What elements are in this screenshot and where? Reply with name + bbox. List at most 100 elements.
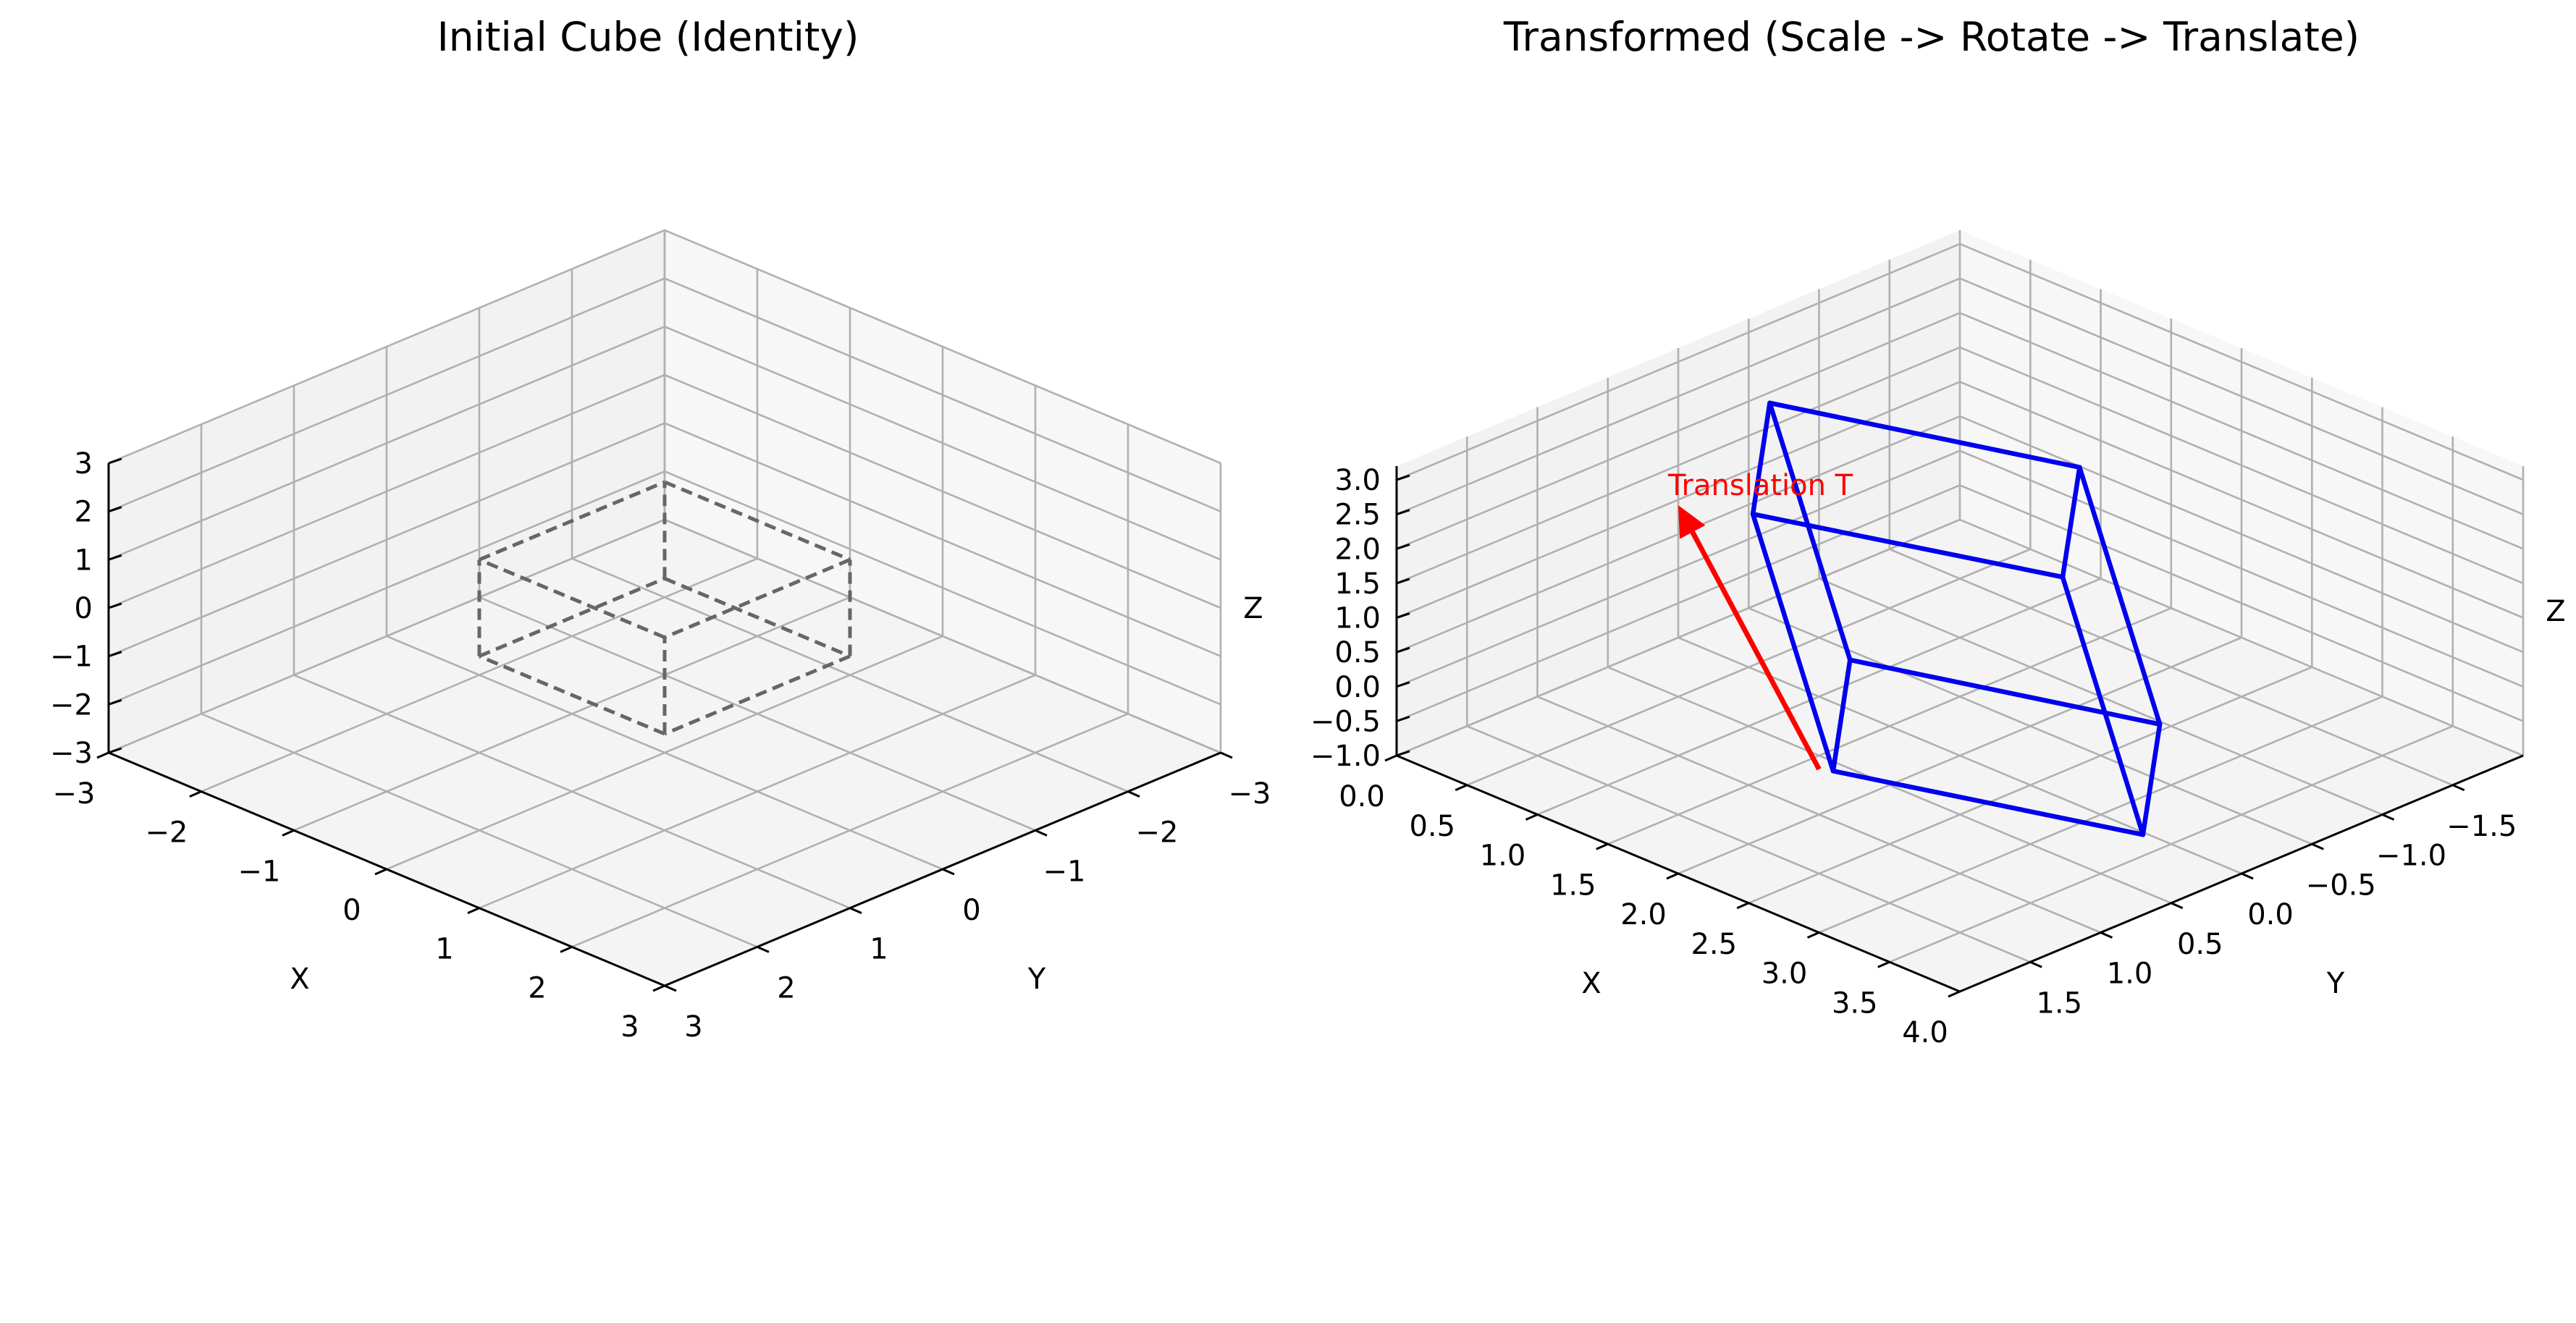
x-tick-mark <box>652 984 665 992</box>
x-tick-label: 1 <box>435 933 453 966</box>
z-tick-mark <box>108 698 122 706</box>
y-tick-mark <box>2029 960 2042 968</box>
x-tick-mark <box>1525 813 1539 821</box>
z-tick-mark <box>1396 543 1410 550</box>
y-axis-label: Y <box>1027 963 1046 996</box>
z-tick-label: 2 <box>75 496 93 529</box>
z-tick-mark <box>1396 474 1410 481</box>
cube-edge <box>1848 657 2163 727</box>
cube-edge <box>479 654 665 736</box>
z-tick-mark <box>1396 715 1410 722</box>
cube-wireframe <box>477 480 852 736</box>
translation-label: Translation T <box>1667 469 1853 502</box>
cube-edge <box>479 480 665 562</box>
cube-edge <box>1750 400 1772 517</box>
z-tick-label: 3.0 <box>1334 464 1381 497</box>
cube-edge <box>664 654 851 736</box>
z-gridline <box>1396 242 2524 481</box>
z-tick-mark <box>1396 750 1410 757</box>
x-tick-label: 4.0 <box>1902 1016 1948 1049</box>
y-tick-label: −3 <box>1229 777 1271 811</box>
z-tick-label: 2.5 <box>1334 499 1381 532</box>
y-tick-label: 0.5 <box>2177 928 2223 961</box>
cube-edge <box>479 558 665 639</box>
z-gridline <box>1396 346 2524 585</box>
z-gridline <box>1396 415 2524 654</box>
y-tick-label: 1 <box>870 933 888 966</box>
cube-edge <box>1750 512 1836 774</box>
x-tick-mark <box>96 751 109 759</box>
y-tick-label: 0 <box>962 894 980 927</box>
y-tick-mark <box>1220 751 1233 759</box>
x-tick-label: −1 <box>238 855 281 888</box>
z-tick-label: −1.0 <box>1310 740 1381 773</box>
y-tick-label: −1.0 <box>2376 840 2446 873</box>
z-gridline <box>1396 518 2524 757</box>
z-tick-label: −2 <box>50 688 93 722</box>
z-tick-mark <box>1396 509 1410 516</box>
cube-edge <box>479 577 665 658</box>
chart-transformed-cube: 0.00.51.01.52.02.53.03.54.0−1.5−1.0−0.50… <box>1310 14 2566 1049</box>
z-tick-mark <box>108 506 122 513</box>
z-gridline <box>108 277 1221 512</box>
cube-wireframe <box>1750 400 2163 837</box>
y-tick-label: 0.0 <box>2247 898 2294 931</box>
translation-arrow-shaft <box>1690 531 1822 771</box>
x-tick-label: 0 <box>342 894 361 927</box>
x-tick-mark <box>374 868 387 876</box>
x-tick-mark <box>1455 784 1468 792</box>
z-gridline <box>108 325 1221 561</box>
z-axis-label: Z <box>2546 595 2565 628</box>
x-tick-label: 1.0 <box>1480 840 1526 873</box>
x-tick-label: 3.5 <box>1832 986 1878 1020</box>
y-tick-mark <box>2452 784 2465 792</box>
cube-edge <box>664 480 851 562</box>
z-tick-mark <box>1396 612 1410 619</box>
chart-title: Initial Cube (Identity) <box>437 14 859 60</box>
z-gridline <box>108 470 1221 706</box>
x-tick-mark <box>1666 872 1679 880</box>
x-tick-mark <box>1596 842 1609 850</box>
x-tick-label: 3.0 <box>1761 958 1808 991</box>
z-gridline <box>108 422 1221 657</box>
z-tick-mark <box>108 602 122 609</box>
y-tick-label: 1.0 <box>2107 958 2153 991</box>
cube-edge <box>1750 512 2066 580</box>
z-tick-label: −1 <box>50 641 93 674</box>
y-tick-label: −0.5 <box>2306 868 2376 902</box>
z-tick-label: 1.0 <box>1334 602 1381 635</box>
x-tick-mark <box>1736 902 1749 910</box>
y-tick-mark <box>2241 872 2254 880</box>
z-axis-label: Z <box>1243 592 1263 625</box>
z-tick-label: 0.0 <box>1334 671 1381 704</box>
y-tick-mark <box>757 945 770 953</box>
z-gridline <box>1396 311 2524 550</box>
x-tick-mark <box>1877 960 1890 968</box>
cube-edge <box>2060 465 2082 580</box>
y-tick-label: 3 <box>684 1010 702 1044</box>
z-tick-label: 2.0 <box>1334 533 1381 566</box>
z-gridline <box>1396 277 2524 515</box>
z-gridline <box>1396 483 2524 722</box>
z-tick-label: 3 <box>75 447 93 481</box>
y-tick-label: −1 <box>1043 855 1086 888</box>
z-tick-label: −0.5 <box>1310 705 1381 738</box>
z-tick-label: 1 <box>75 544 93 577</box>
x-tick-label: −3 <box>53 777 96 811</box>
x-tick-label: 0.0 <box>1339 780 1385 813</box>
y-tick-mark <box>942 868 955 876</box>
y-tick-label: −1.5 <box>2446 810 2517 843</box>
y-tick-mark <box>2171 902 2184 910</box>
cube-edge <box>2077 465 2163 727</box>
z-gridline <box>108 373 1221 609</box>
x-tick-mark <box>467 907 480 915</box>
z-tick-label: 0 <box>75 592 93 625</box>
z-tick-mark <box>1396 578 1410 585</box>
x-axis-label: X <box>290 963 309 996</box>
cube-edge <box>1767 400 2082 470</box>
chart-initial-cube: −3 −2 −1 0 1 2 3 −3 −2 −1 0 1 2 3 −3 −2 −1 0 1 2 3 X Y Z Initial… <box>50 14 1271 1044</box>
y-tick-mark <box>1127 790 1140 798</box>
z-gridline <box>1396 449 2524 688</box>
z-tick-mark <box>1396 646 1410 654</box>
